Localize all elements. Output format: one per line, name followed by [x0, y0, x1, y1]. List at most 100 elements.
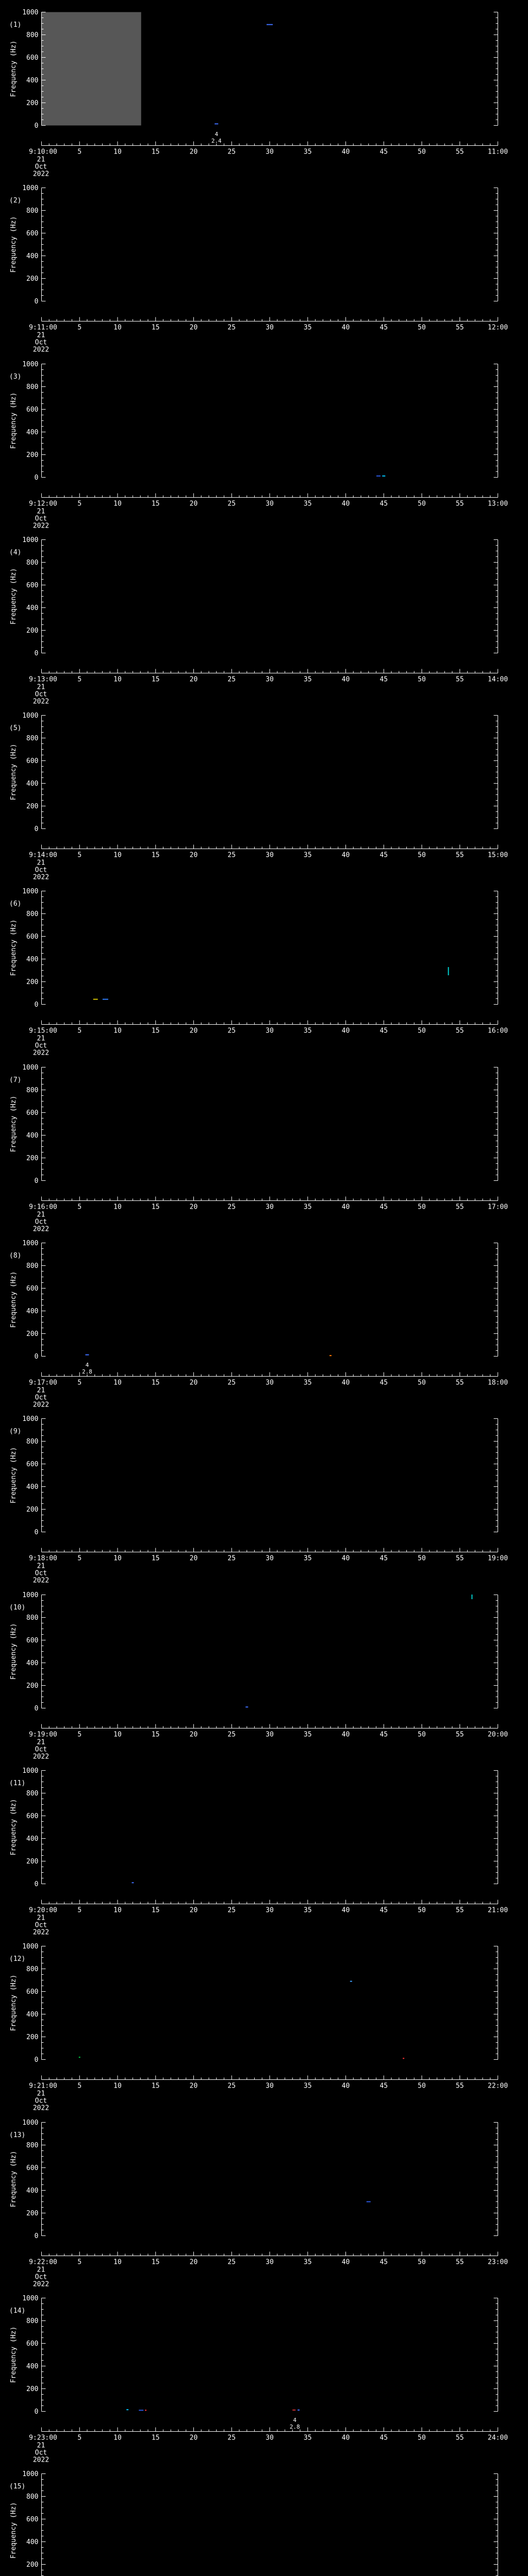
y-tick-label: 1000 — [22, 184, 38, 192]
panel-number-label: (10) — [9, 1604, 25, 1612]
x-tick-label: 20 — [190, 2082, 198, 2090]
y-axis-title: Frequency (Hz) — [10, 1975, 18, 2031]
time-end-label: 11:00 — [488, 148, 508, 156]
x-tick-label: 25 — [227, 852, 236, 859]
x-tick-label: 55 — [456, 1555, 464, 1563]
x-tick-label: 15 — [152, 1907, 160, 1914]
y-tick-label: 600 — [26, 2164, 38, 2172]
date-label: Oct — [35, 1218, 47, 1226]
date-label: 21 — [37, 2090, 45, 2098]
event-marker — [93, 998, 98, 1000]
date-label: 2022 — [33, 1049, 49, 1057]
x-tick-label: 55 — [456, 324, 464, 332]
y-tick-label: 800 — [26, 2317, 38, 2325]
x-tick-label: 5 — [77, 1907, 81, 1914]
y-tick-label: 400 — [26, 1483, 38, 1491]
date-label: 2022 — [33, 1401, 49, 1409]
y-tick-label: 1000 — [22, 1240, 38, 1247]
time-end-label: 17:00 — [488, 1204, 508, 1211]
x-tick-label: 50 — [418, 1731, 426, 1739]
x-tick-label: 30 — [266, 2259, 274, 2266]
x-tick-label: 10 — [113, 1555, 122, 1563]
x-tick-label: 45 — [380, 1379, 388, 1387]
event-marker — [214, 123, 219, 125]
x-tick-label: 20 — [190, 676, 198, 684]
y-axis-title: Frequency (Hz) — [10, 1623, 18, 1680]
x-tick-label: 20 — [190, 1204, 198, 1211]
date-label: 2022 — [33, 2105, 49, 2112]
time-end-label: 18:00 — [488, 1379, 508, 1387]
no-data-block — [41, 12, 141, 126]
spectrogram-panel-14: 0 200 400 600 800 1000 9:23:00 5 10 15 20 25 30 35 40 4… — [9, 2295, 508, 2464]
x-tick-label: 25 — [227, 1027, 236, 1035]
x-tick-label: 10 — [113, 2434, 122, 2442]
date-label: 21 — [37, 332, 45, 340]
x-tick-label: 40 — [342, 500, 350, 508]
y-tick-label: 200 — [26, 99, 38, 107]
event-marker — [102, 998, 108, 1000]
spectrogram-panel-6: 0 200 400 600 800 1000 9:15:00 5 10 15 20 25 30 35 40 4… — [9, 888, 508, 1057]
y-tick-label: 1000 — [22, 536, 38, 544]
event-marker — [131, 1882, 134, 1884]
x-tick-label: 5 — [77, 1731, 81, 1739]
x-tick-label: 45 — [380, 1555, 388, 1563]
x-tick-label: 40 — [342, 1027, 350, 1035]
time-start-label: 9:10:00 — [29, 148, 57, 156]
y-tick-label: 800 — [26, 1438, 38, 1446]
x-tick-label: 50 — [418, 148, 426, 156]
spectrogram-panel-2: 0 200 400 600 800 1000 9:11:00 5 10 15 20 25 30 35 40 4… — [9, 184, 508, 354]
date-label: 2022 — [33, 2281, 49, 2289]
x-tick-label: 15 — [152, 852, 160, 859]
x-tick-label: 5 — [77, 2082, 81, 2090]
event-marker — [85, 1354, 89, 1355]
date-label: 21 — [37, 508, 45, 516]
spectrogram-panel-7: 0 200 400 600 800 1000 9:16:00 5 10 15 20 25 30 35 40 4… — [9, 1064, 508, 1233]
y-tick-label: 1000 — [22, 1415, 38, 1423]
x-tick-label: 5 — [77, 676, 81, 684]
time-end-label: 19:00 — [488, 1555, 508, 1563]
x-tick-label: 30 — [266, 324, 274, 332]
x-tick-label: 5 — [77, 500, 81, 508]
y-tick-label: 200 — [26, 1506, 38, 1514]
x-tick-label: 30 — [266, 1027, 274, 1035]
spectrogram-panel-12: 0 200 400 600 800 1000 9:21:00 5 10 15 20 25 30 35 40 4… — [9, 1943, 508, 2112]
x-tick-label: 15 — [152, 2434, 160, 2442]
date-label: 21 — [37, 1211, 45, 1219]
x-tick-label: 40 — [342, 2082, 350, 2090]
date-label: 2022 — [33, 171, 49, 178]
time-start-label: 9:19:00 — [29, 1731, 57, 1739]
y-tick-label: 800 — [26, 383, 38, 391]
x-tick-label: 30 — [266, 852, 274, 859]
y-tick-label: 600 — [26, 582, 38, 589]
x-tick-label: 40 — [342, 1731, 350, 1739]
y-tick-label: 600 — [26, 2340, 38, 2348]
date-label: Oct — [35, 2274, 47, 2281]
date-label: Oct — [35, 867, 47, 874]
x-tick-label: 55 — [456, 1379, 464, 1387]
time-start-label: 9:17:00 — [29, 1379, 57, 1387]
x-tick-label: 45 — [380, 2082, 388, 2090]
event-marker — [403, 2058, 405, 2059]
y-tick-label: 800 — [26, 31, 38, 39]
time-end-label: 13:00 — [488, 500, 508, 508]
x-tick-label: 10 — [113, 1204, 122, 1211]
y-tick-label: 200 — [26, 451, 38, 459]
event-marker — [298, 2409, 300, 2411]
x-tick-label: 45 — [380, 1204, 388, 1211]
panel-number-label: (3) — [9, 373, 21, 381]
x-tick-label: 45 — [380, 852, 388, 859]
time-end-label: 23:00 — [488, 2259, 508, 2266]
x-tick-label: 20 — [190, 1731, 198, 1739]
time-end-label: 15:00 — [488, 852, 508, 859]
event-annotation: 2.4 — [211, 138, 222, 144]
x-tick-label: 35 — [304, 1027, 312, 1035]
x-tick-label: 55 — [456, 1204, 464, 1211]
x-tick-label: 25 — [227, 676, 236, 684]
date-label: Oct — [35, 163, 47, 171]
x-tick-label: 15 — [152, 148, 160, 156]
date-label: Oct — [35, 2097, 47, 2105]
y-tick-label: 400 — [26, 1659, 38, 1667]
y-tick-label: 0 — [35, 1177, 39, 1185]
y-tick-label: 800 — [26, 559, 38, 567]
panel-number-label: (11) — [9, 1780, 25, 1787]
